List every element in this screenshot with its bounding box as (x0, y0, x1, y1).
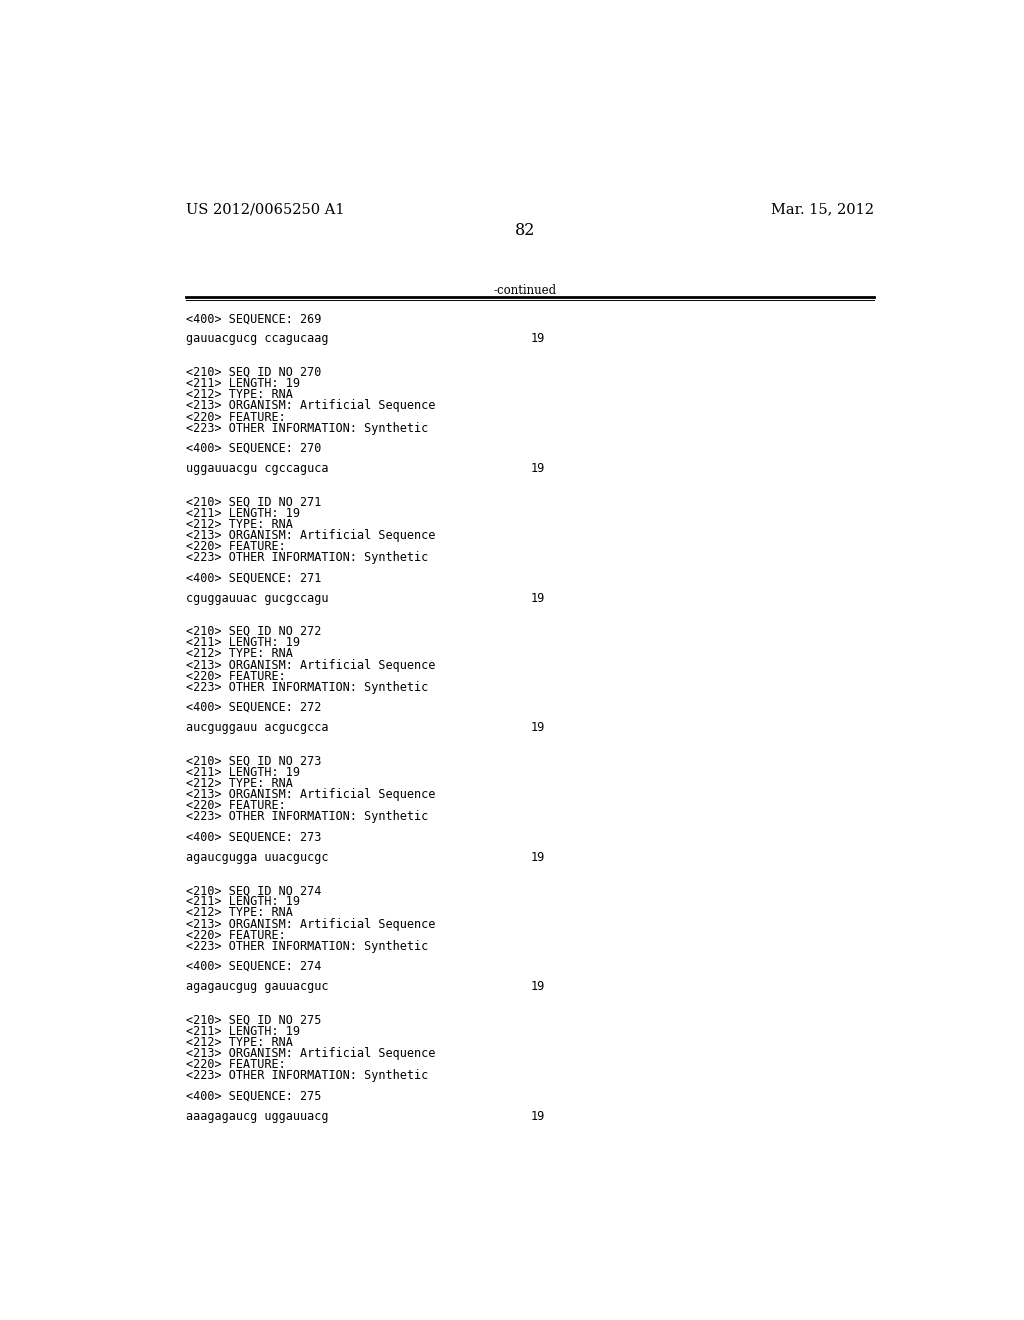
Text: aaagagaucg uggauuacg: aaagagaucg uggauuacg (186, 1110, 329, 1122)
Text: <400> SEQUENCE: 274: <400> SEQUENCE: 274 (186, 960, 322, 973)
Text: <211> LENGTH: 19: <211> LENGTH: 19 (186, 378, 300, 391)
Text: <211> LENGTH: 19: <211> LENGTH: 19 (186, 766, 300, 779)
Text: 19: 19 (531, 333, 545, 346)
Text: <212> TYPE: RNA: <212> TYPE: RNA (186, 388, 293, 401)
Text: <210> SEQ ID NO 273: <210> SEQ ID NO 273 (186, 755, 322, 767)
Text: <212> TYPE: RNA: <212> TYPE: RNA (186, 907, 293, 919)
Text: <210> SEQ ID NO 274: <210> SEQ ID NO 274 (186, 884, 322, 898)
Text: <400> SEQUENCE: 269: <400> SEQUENCE: 269 (186, 313, 322, 326)
Text: <220> FEATURE:: <220> FEATURE: (186, 929, 286, 941)
Text: <213> ORGANISM: Artificial Sequence: <213> ORGANISM: Artificial Sequence (186, 659, 435, 672)
Text: <212> TYPE: RNA: <212> TYPE: RNA (186, 647, 293, 660)
Text: <213> ORGANISM: Artificial Sequence: <213> ORGANISM: Artificial Sequence (186, 400, 435, 412)
Text: <211> LENGTH: 19: <211> LENGTH: 19 (186, 507, 300, 520)
Text: <212> TYPE: RNA: <212> TYPE: RNA (186, 1036, 293, 1049)
Text: <212> TYPE: RNA: <212> TYPE: RNA (186, 777, 293, 789)
Text: 82: 82 (515, 222, 535, 239)
Text: <213> ORGANISM: Artificial Sequence: <213> ORGANISM: Artificial Sequence (186, 529, 435, 543)
Text: <213> ORGANISM: Artificial Sequence: <213> ORGANISM: Artificial Sequence (186, 788, 435, 801)
Text: cguggauuac gucgccagu: cguggauuac gucgccagu (186, 591, 329, 605)
Text: <223> OTHER INFORMATION: Synthetic: <223> OTHER INFORMATION: Synthetic (186, 552, 428, 565)
Text: <211> LENGTH: 19: <211> LENGTH: 19 (186, 636, 300, 649)
Text: Mar. 15, 2012: Mar. 15, 2012 (770, 202, 873, 216)
Text: aucguggauu acgucgcca: aucguggauu acgucgcca (186, 721, 329, 734)
Text: <210> SEQ ID NO 270: <210> SEQ ID NO 270 (186, 366, 322, 379)
Text: agaucgugga uuacgucgc: agaucgugga uuacgucgc (186, 850, 329, 863)
Text: <220> FEATURE:: <220> FEATURE: (186, 1059, 286, 1072)
Text: <223> OTHER INFORMATION: Synthetic: <223> OTHER INFORMATION: Synthetic (186, 940, 428, 953)
Text: <210> SEQ ID NO 275: <210> SEQ ID NO 275 (186, 1014, 322, 1027)
Text: 19: 19 (531, 850, 545, 863)
Text: 19: 19 (531, 462, 545, 475)
Text: uggauuacgu cgccaguca: uggauuacgu cgccaguca (186, 462, 329, 475)
Text: 19: 19 (531, 1110, 545, 1122)
Text: <223> OTHER INFORMATION: Synthetic: <223> OTHER INFORMATION: Synthetic (186, 1069, 428, 1082)
Text: <220> FEATURE:: <220> FEATURE: (186, 799, 286, 812)
Text: <210> SEQ ID NO 272: <210> SEQ ID NO 272 (186, 626, 322, 638)
Text: 19: 19 (531, 979, 545, 993)
Text: <220> FEATURE:: <220> FEATURE: (186, 411, 286, 424)
Text: agagaucgug gauuacguc: agagaucgug gauuacguc (186, 979, 329, 993)
Text: <400> SEQUENCE: 273: <400> SEQUENCE: 273 (186, 830, 322, 843)
Text: -continued: -continued (494, 284, 556, 297)
Text: 19: 19 (531, 591, 545, 605)
Text: <223> OTHER INFORMATION: Synthetic: <223> OTHER INFORMATION: Synthetic (186, 422, 428, 434)
Text: gauuacgucg ccagucaag: gauuacgucg ccagucaag (186, 333, 329, 346)
Text: <213> ORGANISM: Artificial Sequence: <213> ORGANISM: Artificial Sequence (186, 917, 435, 931)
Text: <400> SEQUENCE: 272: <400> SEQUENCE: 272 (186, 701, 322, 714)
Text: <400> SEQUENCE: 275: <400> SEQUENCE: 275 (186, 1089, 322, 1102)
Text: US 2012/0065250 A1: US 2012/0065250 A1 (186, 202, 345, 216)
Text: <223> OTHER INFORMATION: Synthetic: <223> OTHER INFORMATION: Synthetic (186, 681, 428, 694)
Text: <220> FEATURE:: <220> FEATURE: (186, 669, 286, 682)
Text: <400> SEQUENCE: 270: <400> SEQUENCE: 270 (186, 442, 322, 455)
Text: <220> FEATURE:: <220> FEATURE: (186, 540, 286, 553)
Text: <213> ORGANISM: Artificial Sequence: <213> ORGANISM: Artificial Sequence (186, 1047, 435, 1060)
Text: <210> SEQ ID NO 271: <210> SEQ ID NO 271 (186, 495, 322, 508)
Text: <400> SEQUENCE: 271: <400> SEQUENCE: 271 (186, 572, 322, 585)
Text: 19: 19 (531, 721, 545, 734)
Text: <211> LENGTH: 19: <211> LENGTH: 19 (186, 1024, 300, 1038)
Text: <223> OTHER INFORMATION: Synthetic: <223> OTHER INFORMATION: Synthetic (186, 810, 428, 824)
Text: <212> TYPE: RNA: <212> TYPE: RNA (186, 517, 293, 531)
Text: <211> LENGTH: 19: <211> LENGTH: 19 (186, 895, 300, 908)
